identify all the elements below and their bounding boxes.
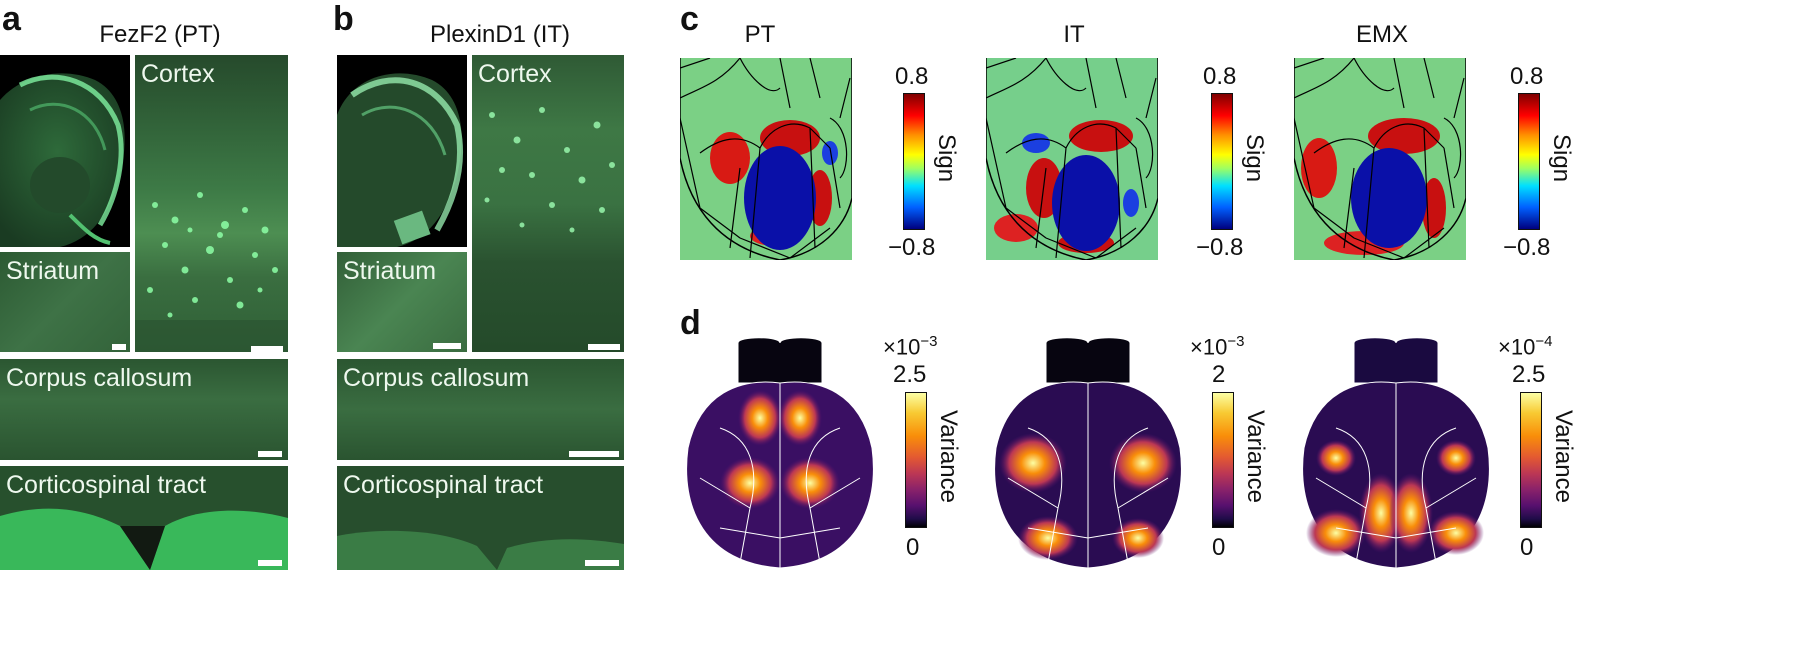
colorbar-label: Variance	[1550, 410, 1577, 503]
colorbar-sign	[903, 93, 925, 230]
colorbar-top-tick: 2.5	[893, 361, 927, 388]
exp-base: ×10	[1190, 334, 1228, 360]
variance-exponent: ×10−3	[883, 330, 937, 359]
colorbar-label: Sign	[1548, 134, 1575, 183]
panel-a-corpus-callosum-image: Corpus callosum	[0, 359, 288, 460]
panel-b-cortex-image: Cortex	[472, 55, 624, 352]
panel-label-d: d	[680, 304, 701, 342]
colorbar-top-tick: 2.5	[1512, 361, 1546, 388]
corticospinal-label-a: Corticospinal tract	[6, 471, 207, 499]
colorbar-sign	[1211, 93, 1233, 230]
variance-map-pt	[680, 338, 880, 570]
colorbar-top-tick: 0.8	[895, 63, 929, 90]
colorbar-top-tick: 0.8	[1510, 63, 1544, 90]
variance-exponent: ×10−3	[1190, 330, 1244, 359]
panel-a-overview-image	[0, 55, 130, 247]
panel-a-corticospinal-image: Corticospinal tract	[0, 466, 288, 570]
colorbar-bottom-tick: −0.8	[888, 234, 936, 261]
sign-map-title: PT	[744, 21, 776, 48]
colorbar-top-tick: 0.8	[1203, 63, 1237, 90]
panel-label-c: c	[680, 0, 699, 38]
striatum-label-a: Striatum	[6, 257, 100, 285]
colorbar-bottom-tick: −0.8	[1503, 234, 1551, 261]
colorbar-bottom-tick: 0	[1212, 534, 1226, 561]
panel-b-title: PlexinD1 (IT)	[429, 21, 571, 48]
sign-map-title: EMX	[1355, 21, 1408, 48]
colorbar-bottom-tick: −0.8	[1196, 234, 1244, 261]
panel-a-striatum-image: Striatum	[0, 252, 130, 352]
scale-bar	[588, 344, 620, 350]
scale-bar	[112, 344, 126, 350]
colorbar-sign	[1518, 93, 1540, 230]
panel-b-corpus-callosum-image: Corpus callosum	[337, 359, 624, 460]
exp-power: −3	[1227, 333, 1245, 350]
colorbar-label: Variance	[1242, 410, 1269, 503]
colorbar-top-tick: 2	[1212, 361, 1226, 388]
corticospinal-label-b: Corticospinal tract	[343, 471, 544, 499]
striatum-label-b: Striatum	[343, 257, 437, 285]
colorbar-bottom-tick: 0	[906, 534, 920, 561]
scale-bar	[433, 343, 461, 349]
exp-base: ×10	[1498, 334, 1536, 360]
panel-b-corticospinal-image: Corticospinal tract	[337, 466, 624, 570]
colorbar-label: Sign	[1241, 134, 1268, 183]
cortex-label-a: Cortex	[141, 60, 215, 88]
variance-exponent: ×10−4	[1498, 330, 1552, 359]
variance-map-emx	[1296, 338, 1496, 570]
scale-bar	[569, 451, 619, 457]
panel-a-title: FezF2 (PT)	[99, 21, 221, 48]
variance-map-it	[988, 338, 1188, 570]
panel-label-b: b	[333, 0, 354, 38]
panel-b-overview-image	[337, 55, 467, 247]
scale-bar	[258, 451, 282, 457]
panel-label-a: a	[2, 0, 21, 38]
cortex-label-b: Cortex	[478, 60, 552, 88]
exp-power: −3	[920, 333, 938, 350]
colorbar-variance	[1520, 392, 1542, 528]
panel-a-cortex-image: Cortex	[135, 55, 288, 352]
colorbar-variance	[905, 392, 927, 528]
scale-bar	[258, 560, 282, 566]
exp-power: −4	[1535, 333, 1553, 350]
scale-bar	[251, 346, 283, 352]
colorbar-label: Sign	[933, 134, 960, 183]
scale-bar	[585, 560, 619, 566]
colorbar-label: Variance	[935, 410, 962, 503]
colorbar-bottom-tick: 0	[1520, 534, 1534, 561]
corpus-callosum-label-b: Corpus callosum	[343, 364, 530, 392]
corpus-callosum-label-a: Corpus callosum	[6, 364, 193, 392]
sign-map-pt: PT	[680, 22, 852, 260]
exp-base: ×10	[883, 334, 921, 360]
colorbar-variance	[1212, 392, 1234, 528]
sign-map-title: IT	[1063, 21, 1085, 48]
sign-map-it: IT	[986, 22, 1158, 260]
panel-b-striatum-image: Striatum	[337, 252, 467, 352]
cortex-neurons-a	[135, 192, 288, 352]
sign-map-emx: EMX	[1294, 22, 1466, 260]
